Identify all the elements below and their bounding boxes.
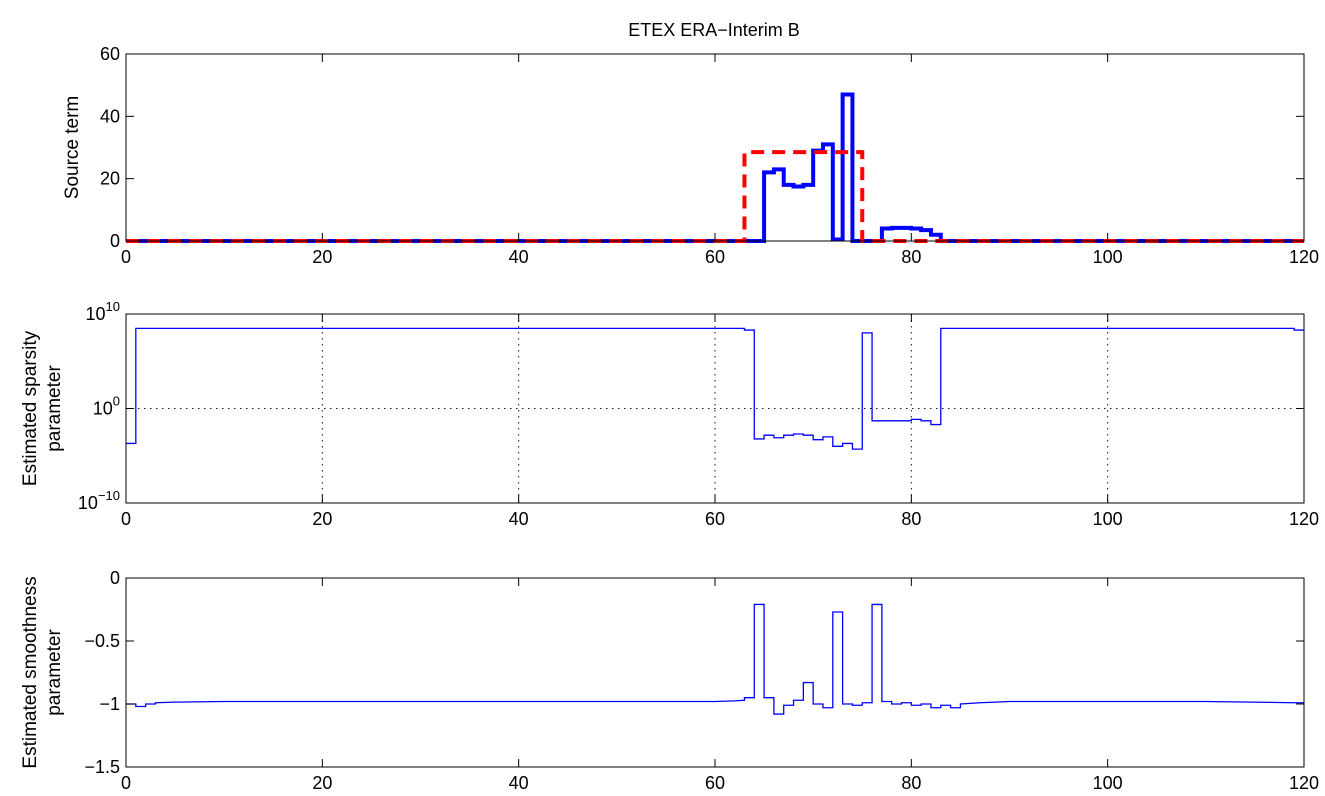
x-tick-label: 0 xyxy=(121,247,131,267)
x-tick-label: 0 xyxy=(121,509,131,529)
axes-frame xyxy=(125,577,1305,768)
y-tick-label: 10−10 xyxy=(78,488,120,513)
y-tick-label: 100 xyxy=(93,394,120,419)
series-line-2 xyxy=(126,150,1304,243)
x-tick-label: 80 xyxy=(901,247,921,267)
subplot-1: 0 20 40 60 80 100 120 0 20 40 60 Source term xyxy=(62,44,1319,267)
x-tick-label: 80 xyxy=(901,509,921,529)
x-tick-label: 120 xyxy=(1289,773,1319,793)
x-tick-label: 60 xyxy=(705,247,725,267)
y-tick-label: −1 xyxy=(99,694,120,714)
y-tick-label: 60 xyxy=(100,44,120,64)
x-tick-label: 40 xyxy=(509,773,529,793)
x-tick-label: 100 xyxy=(1093,247,1123,267)
y-axis-label: Estimated sparsity parameter xyxy=(20,330,65,486)
x-tick-label: 20 xyxy=(312,247,332,267)
x-tick-label: 100 xyxy=(1093,509,1123,529)
subplot-2: 0 20 40 60 80 100 120 10−10 100 1010 Estimated spa… xyxy=(20,299,1319,529)
figure-title: ETEX ERA−Interim B xyxy=(628,20,800,40)
y-tick-label: 40 xyxy=(100,106,120,126)
y-tick-label: −0.5 xyxy=(84,631,120,651)
y-tick-label: 0 xyxy=(110,568,120,588)
subplots: 0 20 40 60 80 100 120 0 20 40 60 Source term 0 20 40 60… xyxy=(20,44,1319,793)
y-tick-label: −1.5 xyxy=(84,757,120,777)
subplot-3: 0 20 40 60 80 100 120 −1.5 −1 −0.5 0 Estimated smoo… xyxy=(20,568,1319,793)
series-line-1 xyxy=(126,92,1304,243)
series-line-1 xyxy=(126,327,1304,450)
y-tick-label: 0 xyxy=(110,231,120,251)
x-tick-label: 20 xyxy=(312,509,332,529)
y-tick-label: 20 xyxy=(100,169,120,189)
y-axis-label: Estimated smoothness parameter xyxy=(20,576,65,768)
axes-frame xyxy=(125,53,1305,242)
x-tick-label: 120 xyxy=(1289,509,1319,529)
y-axis-label: Source term xyxy=(62,96,83,199)
x-tick-label: 40 xyxy=(509,509,529,529)
x-tick-label: 40 xyxy=(509,247,529,267)
x-tick-label: 60 xyxy=(705,509,725,529)
x-tick-label: 120 xyxy=(1289,247,1319,267)
x-tick-label: 100 xyxy=(1093,773,1123,793)
x-tick-label: 60 xyxy=(705,773,725,793)
x-tick-label: 80 xyxy=(901,773,921,793)
x-tick-label: 0 xyxy=(121,773,131,793)
x-tick-label: 20 xyxy=(312,773,332,793)
y-tick-label: 1010 xyxy=(86,299,121,324)
series-line-1 xyxy=(126,603,1304,715)
